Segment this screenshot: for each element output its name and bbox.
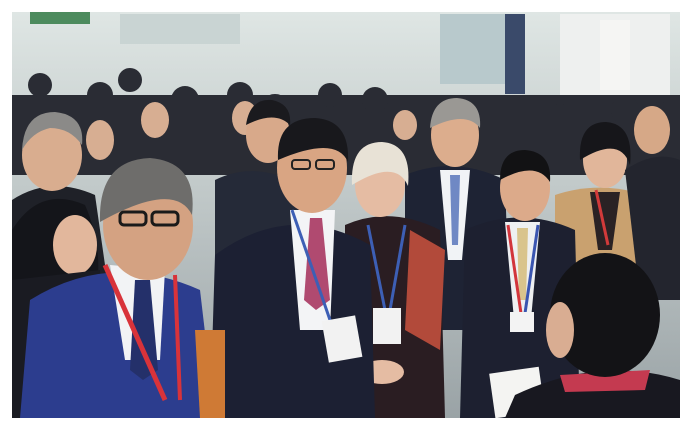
booth-panel [120, 14, 240, 44]
person-far-right [625, 106, 680, 300]
hanging-garment [505, 14, 525, 94]
scene [12, 12, 680, 418]
person-front-left [20, 158, 225, 418]
person-front-right [505, 253, 680, 418]
green-sign [30, 12, 90, 24]
person-center-main [210, 118, 375, 418]
person-white-hair-woman [345, 142, 445, 418]
person-center-right [460, 150, 580, 418]
hanging-garment [600, 20, 630, 90]
